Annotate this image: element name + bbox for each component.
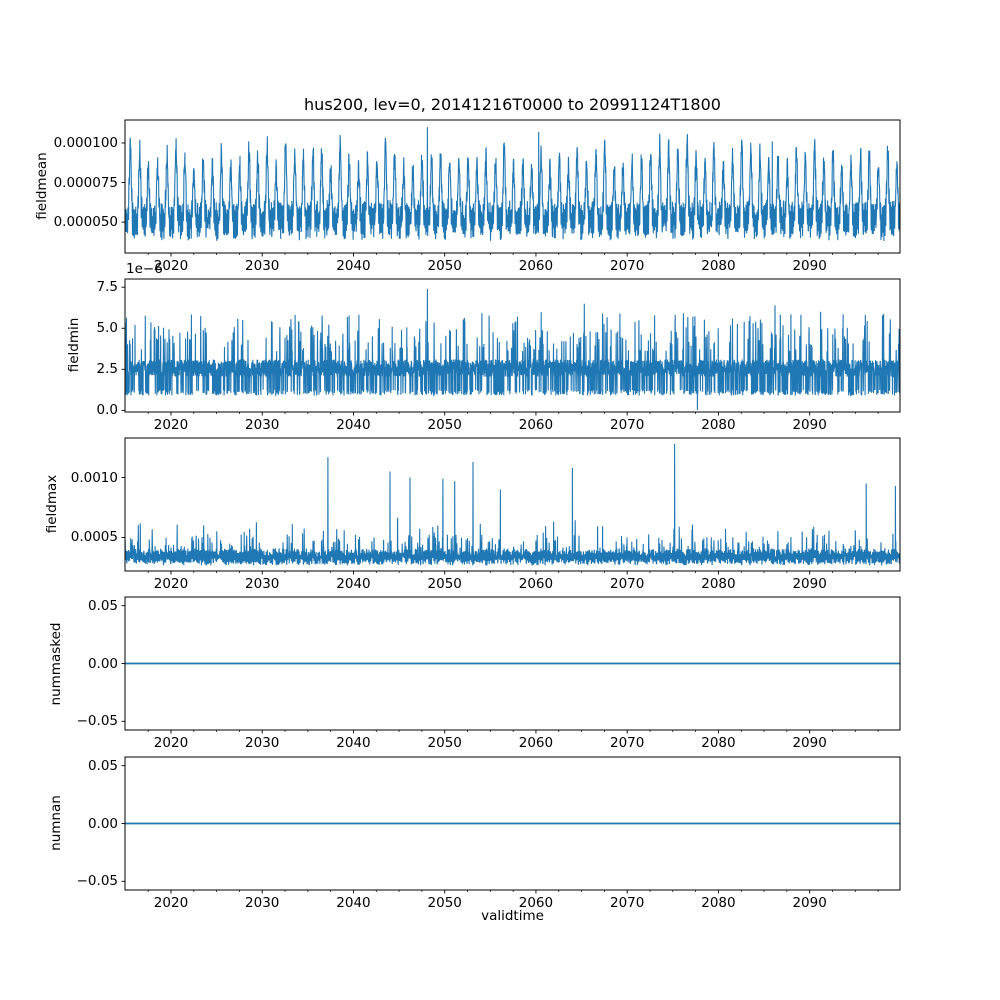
x-tick-label: 2050 — [427, 258, 462, 274]
x-tick-label: 2040 — [336, 895, 371, 911]
y-tick-label: 0.00 — [87, 815, 118, 832]
y-tick-label: 0.000100 — [53, 134, 118, 151]
y-tick-label: 0.0010 — [70, 469, 118, 486]
y-tick-label: 0.0005 — [70, 529, 118, 546]
x-tick-label: 2090 — [792, 417, 827, 433]
x-tick-label: 2090 — [792, 735, 827, 751]
x-tick-label: 2040 — [336, 417, 371, 433]
series-line-fieldmean — [125, 127, 900, 242]
x-tick-label: 2050 — [427, 735, 462, 751]
x-tick-label: 2080 — [701, 417, 736, 433]
x-tick-label: 2030 — [245, 258, 280, 274]
x-tick-label: 2060 — [518, 895, 554, 911]
y-tick-label: 0.05 — [87, 597, 118, 614]
x-tick-label: 2030 — [245, 895, 280, 911]
x-tick-label: 2090 — [792, 895, 827, 911]
x-tick-label: 2070 — [610, 735, 645, 751]
x-tick-label: 2020 — [153, 735, 189, 751]
x-tick-label: 2020 — [153, 576, 189, 592]
y-tick-label: −0.05 — [76, 713, 118, 730]
x-tick-label: 2080 — [701, 258, 736, 274]
subplot-frame-fieldmin — [124, 278, 901, 413]
y-tick-label: 0.000075 — [53, 174, 118, 191]
y-tick-label: −0.05 — [76, 873, 118, 890]
x-tick-label: 2020 — [153, 417, 189, 433]
x-tick-label: 2020 — [153, 258, 189, 274]
x-axis-label: validtime — [481, 908, 544, 924]
x-tick-label: 2070 — [610, 258, 645, 274]
x-tick-label: 2040 — [336, 576, 371, 592]
x-tick-label: 2030 — [245, 576, 280, 592]
x-tick-label: 2070 — [610, 576, 645, 592]
series-line-fieldmax — [125, 443, 900, 566]
y-tick-label: 5.0 — [96, 320, 118, 337]
x-tick-label: 2060 — [518, 258, 554, 274]
x-tick-label: 2020 — [153, 895, 189, 911]
x-tick-label: 2030 — [245, 735, 280, 751]
y-tick-label: 0.000050 — [53, 214, 118, 231]
x-tick-label: 2080 — [701, 576, 736, 592]
x-tick-label: 2060 — [518, 735, 554, 751]
x-tick-label: 2080 — [701, 735, 736, 751]
y-tick-label: 0.05 — [87, 757, 118, 774]
x-tick-label: 2080 — [701, 895, 736, 911]
x-tick-label: 2030 — [245, 417, 280, 433]
x-tick-label: 2050 — [427, 576, 462, 592]
x-tick-label: 2040 — [336, 735, 371, 751]
y-tick-label: 2.5 — [96, 361, 118, 378]
x-tick-label: 2060 — [518, 576, 554, 592]
y-tick-label: 0.0 — [96, 402, 118, 419]
chart-title: hus200, lev=0, 20141216T0000 to 20991124… — [304, 95, 721, 114]
x-tick-label: 2090 — [792, 258, 827, 274]
x-tick-label: 2060 — [518, 417, 554, 433]
x-tick-label: 2040 — [336, 258, 371, 274]
x-tick-label: 2050 — [427, 895, 462, 911]
y-tick-label: 0.00 — [87, 655, 118, 672]
y-tick-label: 7.5 — [96, 279, 118, 296]
x-tick-label: 2070 — [610, 417, 645, 433]
x-tick-label: 2090 — [792, 576, 827, 592]
x-tick-label: 2070 — [610, 895, 645, 911]
x-tick-label: 2050 — [427, 417, 462, 433]
y-axis-offset-text: 1e−6 — [126, 261, 163, 277]
subplot-frame-fieldmax — [124, 437, 901, 572]
series-line-fieldmin — [125, 288, 900, 411]
subplot-frame-fieldmean — [124, 119, 901, 254]
